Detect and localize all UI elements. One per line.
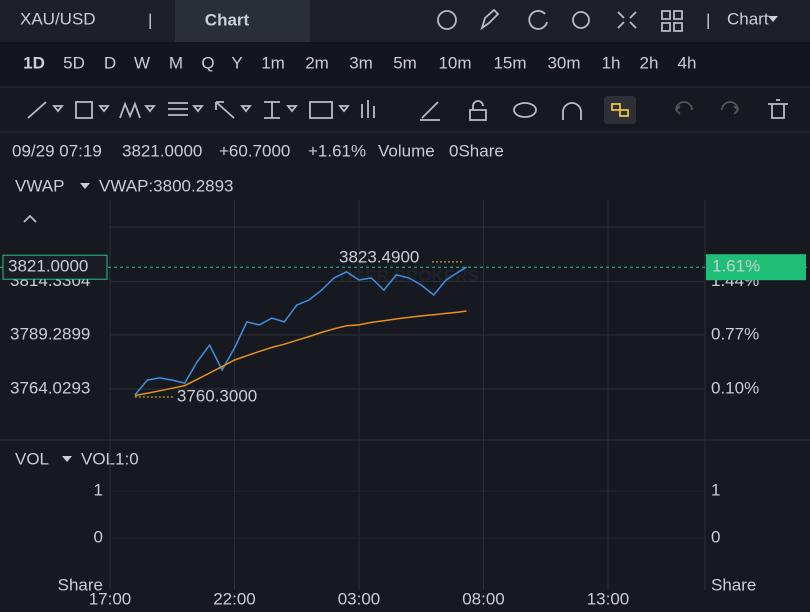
timeframe-bar — [0, 42, 810, 86]
x-tick-label: 13:00 — [587, 589, 630, 608]
timeframe[interactable]: 10m — [438, 53, 471, 72]
separator: | — [148, 10, 152, 29]
y-tick-label: 1 — [711, 481, 720, 500]
timeframe[interactable]: 3m — [349, 53, 373, 72]
timeframe[interactable]: 30m — [547, 53, 580, 72]
pct-tick-label: 0.10% — [711, 378, 759, 397]
rect-tool[interactable] — [75, 101, 110, 119]
y-tick-label: 0 — [711, 528, 720, 547]
x-tick-label: 08:00 — [462, 589, 505, 608]
series-line — [134, 310, 467, 397]
volume-name[interactable]: VOL — [15, 449, 49, 468]
timeframe[interactable]: D — [104, 53, 116, 72]
y-tick-label: 0 — [94, 528, 103, 547]
timeframe[interactable]: Q — [201, 53, 214, 72]
y-tick-label: 1 — [94, 481, 103, 500]
timeframe[interactable]: 5m — [393, 53, 417, 72]
indicator-name[interactable]: VWAP — [15, 176, 64, 195]
low-label: 3760.3000 — [177, 386, 257, 405]
info-datetime: 09/29 07:19 — [12, 141, 102, 160]
chart-tab[interactable]: Chart — [205, 10, 250, 29]
top-bar — [0, 0, 810, 42]
last-price-label: 3821.0000 — [8, 257, 88, 276]
timeframe[interactable]: W — [134, 53, 150, 72]
timeframe[interactable]: M — [169, 53, 183, 72]
x-tick-label: 22:00 — [213, 589, 256, 608]
info-change: +60.7000 — [219, 141, 290, 160]
fib-tool[interactable] — [168, 102, 204, 116]
pct-tick-label: 0.77% — [711, 324, 759, 343]
timeframe[interactable]: 2h — [640, 53, 659, 72]
separator: | — [706, 10, 710, 29]
line-tool[interactable] — [27, 101, 64, 119]
delete-tool[interactable] — [768, 99, 788, 119]
header-icons[interactable] — [437, 8, 683, 32]
dropdown-arrow[interactable] — [768, 16, 778, 22]
brush-tool[interactable] — [420, 101, 440, 121]
candle-tool[interactable] — [361, 100, 375, 118]
info-volume-label: Volume — [378, 141, 435, 160]
measure-tool[interactable] — [264, 101, 298, 119]
arrow-tool[interactable] — [215, 101, 252, 119]
magnet-tool[interactable] — [562, 102, 582, 120]
y-tick-label: 3764.0293 — [10, 378, 90, 397]
high-label: 3823.4900 — [339, 247, 419, 266]
collapse-icon[interactable] — [23, 214, 37, 223]
timeframe[interactable]: 1m — [261, 53, 285, 72]
chart-tab-bg[interactable] — [175, 0, 310, 42]
dropdown-arrow[interactable] — [80, 183, 90, 189]
indicator-icon[interactable] — [437, 10, 457, 30]
timeframe[interactable]: 2m — [305, 53, 329, 72]
drawing-tools[interactable] — [27, 96, 788, 124]
plot: 17:00 22:00 03:00 08:00 13:00 3764.0293 0.10% 3… — [0, 200, 810, 608]
x-tick-label: 17:00 — [89, 589, 132, 608]
volume-unit: Share — [711, 575, 756, 594]
chart-menu[interactable]: Chart — [727, 9, 769, 28]
watermark: TIGER BROKERS — [337, 266, 479, 285]
y-tick-label: 3789.2899 — [10, 324, 90, 343]
symbol[interactable]: XAU/USD — [20, 9, 96, 28]
timeframe[interactable]: 4h — [678, 53, 697, 72]
indicator-value: VWAP:3800.2893 — [99, 176, 234, 195]
last-pct-box — [706, 254, 806, 281]
timeframe[interactable]: 1D — [23, 53, 45, 72]
pattern-tool[interactable] — [119, 101, 156, 119]
info-change-pct: +1.61% — [308, 141, 366, 160]
timeframe[interactable]: Y — [231, 53, 242, 72]
redo-tool[interactable] — [721, 101, 739, 115]
info-volume: 0Share — [449, 141, 504, 160]
undo-tool[interactable] — [675, 101, 693, 115]
timeframe[interactable]: 15m — [493, 53, 526, 72]
last-price-box — [2, 254, 108, 280]
volume-unit: Share — [58, 575, 103, 594]
lock-tool[interactable] — [469, 100, 487, 121]
timeframe[interactable]: 1h — [602, 53, 621, 72]
last-pct-label: 1.61% — [712, 257, 760, 276]
settings-icon[interactable] — [572, 11, 590, 29]
info-price: 3821.0000 — [122, 141, 202, 160]
visibility-tool[interactable] — [513, 102, 537, 118]
link-tool[interactable] — [611, 103, 629, 117]
refresh-icon[interactable] — [528, 10, 548, 30]
timeframes: 1D 5D D W M Q Y 1m 2m 3m 5m 10m 15m 30m 1h 2h 4h — [23, 53, 696, 72]
fullscreen-icon[interactable] — [617, 11, 637, 29]
draw-icon[interactable] — [480, 8, 500, 31]
dropdown-arrow[interactable] — [62, 456, 72, 462]
timeframe[interactable]: 5D — [63, 53, 85, 72]
series-line — [134, 266, 467, 396]
x-tick-label: 03:00 — [338, 589, 381, 608]
text-tool[interactable] — [309, 101, 350, 119]
layout-icon[interactable] — [661, 10, 683, 32]
